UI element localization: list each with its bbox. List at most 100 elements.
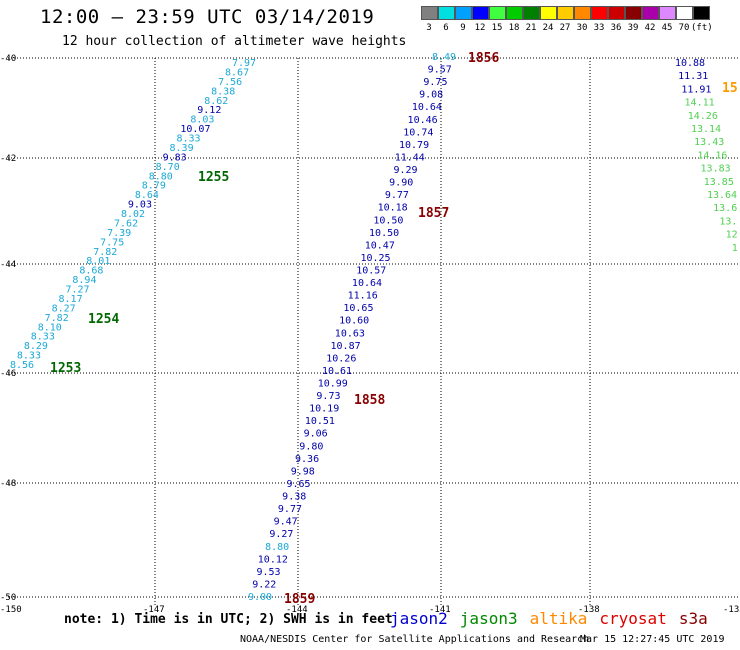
color-swatch — [438, 6, 455, 20]
color-scale-label: 30 — [576, 23, 588, 33]
lon-label: -138 — [578, 605, 600, 615]
time-label: 15 — [722, 81, 738, 96]
swh-value: 8.68 — [79, 266, 103, 277]
color-swatch — [557, 6, 574, 20]
swh-value: 13.43 — [694, 137, 724, 148]
swh-value: 9.65 — [286, 479, 310, 490]
color-scale-label: 27 — [559, 23, 571, 33]
swh-value: 9.57 — [428, 65, 452, 76]
swh-value: 9.03 — [128, 200, 152, 211]
swh-value: 13.83 — [701, 164, 731, 175]
swh-value: 14.16 — [697, 150, 727, 161]
swh-value: 9.83 — [163, 152, 187, 163]
swh-value: 8.29 — [24, 341, 48, 352]
color-swatch — [608, 6, 625, 20]
color-scale-label: 12 — [474, 23, 486, 33]
swh-value: 7.56 — [218, 77, 242, 88]
lon-label: -141 — [429, 605, 451, 615]
swh-value: 10.99 — [318, 379, 348, 390]
swh-value: 8.70 — [156, 162, 180, 173]
swh-value: 10.64 — [352, 278, 382, 289]
swh-value: 13. — [719, 216, 737, 227]
time-label: 1858 — [354, 393, 385, 408]
time-label: 1253 — [50, 361, 81, 376]
swh-value: 9.12 — [197, 105, 221, 116]
swh-value: 13.14 — [691, 124, 721, 135]
time-label: 1255 — [198, 170, 229, 185]
swh-value: 8.33 — [17, 351, 41, 362]
swh-value: 12 — [726, 230, 738, 241]
swh-value: 10.46 — [408, 115, 438, 126]
swh-value: 8.01 — [86, 256, 110, 267]
color-scale-label: (ft) — [691, 23, 713, 33]
swh-value: 10.64 — [412, 102, 442, 113]
swh-value: 11.16 — [348, 291, 378, 302]
satellite-legend-item: cryosat — [599, 609, 667, 628]
lon-label: -135 — [723, 605, 740, 615]
time-label: 1254 — [88, 312, 119, 327]
lat-label: -42 — [0, 154, 16, 164]
color-swatch — [693, 6, 710, 20]
swh-value: 8.38 — [211, 86, 235, 97]
swh-value: 8.94 — [72, 275, 96, 286]
color-swatch — [421, 6, 438, 20]
swh-value: 9.47 — [274, 517, 298, 528]
color-swatch — [489, 6, 506, 20]
swh-value: 14.26 — [688, 111, 718, 122]
swh-value: 9.90 — [389, 178, 413, 189]
swh-value: 8.27 — [52, 303, 76, 314]
swh-value: 11.44 — [395, 152, 425, 163]
swh-value: 9.38 — [282, 492, 306, 503]
swh-value: 10.51 — [305, 416, 335, 427]
swh-value: 1 — [732, 243, 738, 254]
color-swatch — [642, 6, 659, 20]
color-scale-label: 36 — [610, 23, 622, 33]
swh-value: 9.08 — [419, 90, 443, 101]
color-scale-label: 24 — [542, 23, 554, 33]
color-scale-label: 15 — [491, 23, 503, 33]
satellite-legend: jason2 jason3 altika cryosat s3a — [390, 609, 720, 628]
swh-value: 8.79 — [142, 181, 166, 192]
color-swatch — [574, 6, 591, 20]
color-scale-label: 39 — [627, 23, 639, 33]
satellite-legend-item: jason3 — [459, 609, 518, 628]
note-text: note: 1) Time is in UTC; 2) SWH is in fe… — [64, 612, 393, 627]
color-swatch — [472, 6, 489, 20]
color-scale-label: 42 — [644, 23, 656, 33]
lon-label: -150 — [0, 605, 22, 615]
swh-value: 10.57 — [356, 265, 386, 276]
swh-value: 10.87 — [331, 341, 361, 352]
swh-value: 10.63 — [335, 328, 365, 339]
swh-value: 9.77 — [385, 190, 409, 201]
color-swatch — [625, 6, 642, 20]
map-subtitle: 12 hour collection of altimeter wave hei… — [62, 34, 407, 49]
color-swatch — [676, 6, 693, 20]
color-scale-label: 3 — [426, 23, 432, 33]
footer-timestamp: Mar 15 12:27:45 UTC 2019 — [580, 634, 725, 645]
swh-value: 10.88 — [675, 58, 705, 69]
swh-value: 10.12 — [258, 554, 288, 565]
satellite-legend-item: jason2 — [390, 609, 448, 628]
swh-value: 8.62 — [204, 96, 228, 107]
swh-value: 9.00 — [248, 592, 272, 603]
swh-value: 7.39 — [107, 228, 131, 239]
swh-value: 8.10 — [38, 322, 62, 333]
swh-value: 9.53 — [257, 567, 281, 578]
swh-value: 8.67 — [225, 67, 249, 78]
swh-value: 8.49 — [432, 52, 456, 63]
color-scale-label: 21 — [525, 23, 537, 33]
color-swatch — [659, 6, 676, 20]
lat-label: -44 — [0, 260, 16, 270]
color-swatch — [523, 6, 540, 20]
swh-value: 8.56 — [10, 360, 34, 371]
swh-value: 7.97 — [232, 58, 256, 69]
swh-value: 9.27 — [269, 529, 293, 540]
lat-label: -40 — [0, 54, 16, 64]
swh-value: 8.33 — [176, 134, 200, 145]
swh-value: 9.98 — [291, 466, 315, 477]
swh-value: 10.60 — [339, 316, 369, 327]
color-scale-legend — [421, 6, 710, 20]
color-swatch — [591, 6, 608, 20]
swh-value: 9.77 — [278, 504, 302, 515]
swh-value: 10.18 — [378, 203, 408, 214]
